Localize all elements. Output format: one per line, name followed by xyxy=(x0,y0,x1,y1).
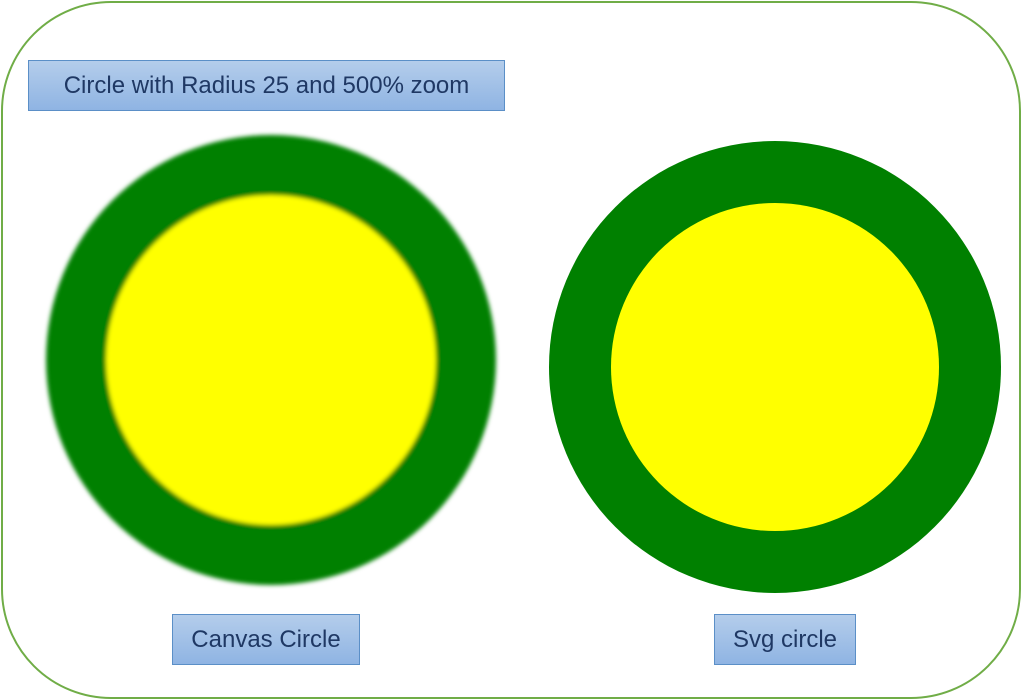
svg-circle xyxy=(549,141,1001,593)
title-label: Circle with Radius 25 and 500% zoom xyxy=(28,60,505,111)
canvas-circle xyxy=(46,135,496,585)
svg-circle-fill xyxy=(611,203,939,531)
canvas-circle-fill xyxy=(106,195,436,525)
svg-circle-label: Svg circle xyxy=(714,614,856,665)
canvas-circle-label: Canvas Circle xyxy=(172,614,360,665)
